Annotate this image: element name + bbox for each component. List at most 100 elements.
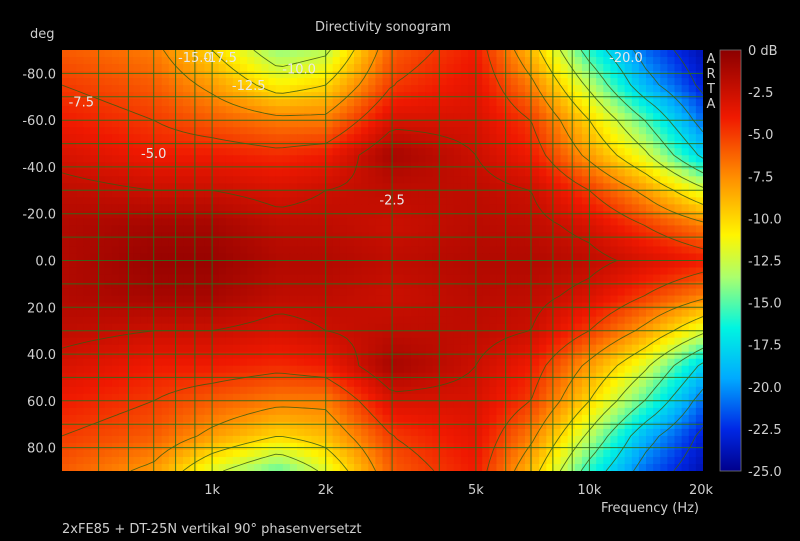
heatmap-cell <box>396 190 405 198</box>
heatmap-cell <box>97 218 106 227</box>
heatmap-cell <box>653 428 661 437</box>
heatmap-cell <box>403 365 412 374</box>
heatmap-cell <box>76 407 84 416</box>
heatmap-cell <box>375 211 384 219</box>
heatmap-cell <box>240 197 248 205</box>
heatmap-cell <box>375 106 384 114</box>
heatmap-cell <box>510 372 519 381</box>
heatmap-cell <box>517 120 526 128</box>
heatmap-cell <box>439 295 448 304</box>
heatmap-cell <box>368 358 376 367</box>
heatmap-cell <box>211 85 220 93</box>
heatmap-cell <box>311 253 319 262</box>
heatmap-cell <box>339 274 348 283</box>
heatmap-cell <box>346 190 355 198</box>
heatmap-cell <box>446 421 455 430</box>
heatmap-cell <box>410 225 419 234</box>
heatmap-cell <box>346 106 355 114</box>
heatmap-cell <box>546 218 555 227</box>
heatmap-cell <box>311 428 319 437</box>
heatmap-cell <box>439 106 448 114</box>
heatmap-cell <box>460 92 469 100</box>
heatmap-cell <box>539 99 547 107</box>
heatmap-cell <box>254 162 263 170</box>
heatmap-cell <box>133 309 141 318</box>
heatmap-cell <box>496 225 505 234</box>
heatmap-cell <box>304 155 312 163</box>
heatmap-cell <box>667 64 676 72</box>
heatmap-cell <box>275 85 284 93</box>
heatmap-cell <box>460 64 469 72</box>
heatmap-cell <box>589 246 597 255</box>
heatmap-cell <box>69 148 77 156</box>
heatmap-cell <box>147 386 156 395</box>
heatmap-cell <box>133 393 141 402</box>
heatmap-cell <box>631 379 640 388</box>
heatmap-cell <box>574 134 583 142</box>
heatmap-cell <box>62 169 70 177</box>
heatmap-cell <box>503 309 512 318</box>
heatmap-cell <box>90 428 99 437</box>
heatmap-cell <box>183 316 191 325</box>
heatmap-cell <box>118 78 127 86</box>
heatmap-cell <box>574 155 583 163</box>
heatmap-cell <box>90 78 99 86</box>
heatmap-cell <box>368 176 376 184</box>
heatmap-cell <box>674 85 683 93</box>
heatmap-cell <box>97 127 106 135</box>
heatmap-cell <box>197 435 206 444</box>
heatmap-cell <box>275 113 284 121</box>
heatmap-cell <box>389 120 398 128</box>
heatmap-cell <box>232 253 241 262</box>
heatmap-cell <box>482 183 490 191</box>
heatmap-cell <box>261 421 270 430</box>
heatmap-cell <box>503 393 512 402</box>
heatmap-cell <box>354 400 362 409</box>
heatmap-cell <box>553 358 562 367</box>
heatmap-cell <box>339 281 348 290</box>
heatmap-cell <box>610 239 619 248</box>
heatmap-cell <box>368 120 376 128</box>
heatmap-cell <box>439 155 448 163</box>
heatmap-cell <box>646 78 654 86</box>
heatmap-cell <box>567 267 576 276</box>
heatmap-cell <box>282 183 291 191</box>
heatmap-cell <box>140 253 149 262</box>
heatmap-cell <box>346 407 355 416</box>
heatmap-cell <box>304 176 312 184</box>
heatmap-cell <box>467 267 476 276</box>
heatmap-cell <box>617 204 626 212</box>
heatmap-cell <box>432 337 441 346</box>
heatmap-cell <box>646 253 654 262</box>
heatmap-cell <box>695 246 703 255</box>
heatmap-cell <box>631 316 640 325</box>
heatmap-cell <box>190 78 198 86</box>
heatmap-cell <box>311 379 319 388</box>
heatmap-cell <box>439 344 448 353</box>
heatmap-cell <box>603 106 612 114</box>
heatmap-cell <box>175 323 184 332</box>
heatmap-cell <box>389 267 398 276</box>
heatmap-cell <box>624 365 633 374</box>
heatmap-cell <box>467 176 476 184</box>
heatmap-cell <box>76 134 84 142</box>
heatmap-cell <box>268 372 277 381</box>
heatmap-cell <box>546 323 555 332</box>
heatmap-cell <box>339 372 348 381</box>
heatmap-cell <box>688 421 697 430</box>
heatmap-cell <box>318 337 327 346</box>
heatmap-cell <box>275 99 284 107</box>
heatmap-cell <box>496 288 505 297</box>
heatmap-cell <box>197 71 206 79</box>
heatmap-cell <box>646 64 654 72</box>
heatmap-cell <box>524 113 533 121</box>
heatmap-cell <box>581 302 590 311</box>
heatmap-cell <box>339 127 348 135</box>
heatmap-cell <box>154 141 163 149</box>
heatmap-cell <box>475 337 483 346</box>
heatmap-cell <box>532 274 540 283</box>
heatmap-cell <box>410 337 419 346</box>
heatmap-cell <box>589 64 597 72</box>
heatmap-cell <box>589 400 597 409</box>
heatmap-cell <box>275 344 284 353</box>
